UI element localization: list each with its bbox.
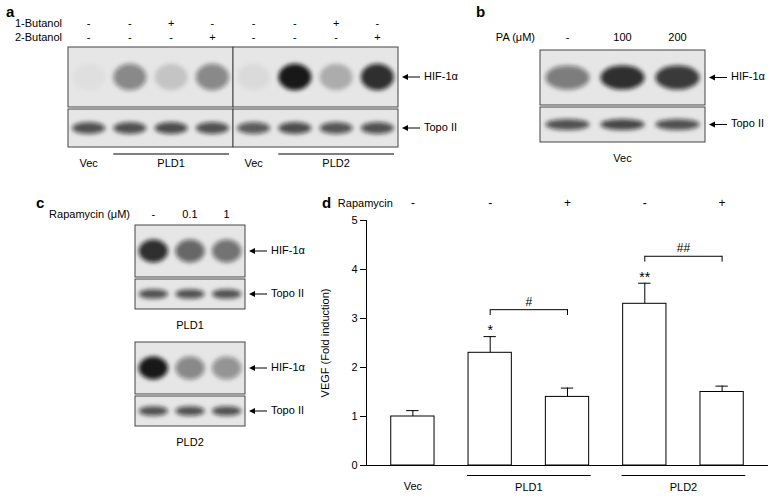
svg-text:HIF-1α: HIF-1α [271, 361, 306, 373]
svg-text:-: - [211, 17, 215, 29]
svg-text:1-Butanol: 1-Butanol [15, 17, 62, 29]
svg-text:a: a [6, 3, 15, 20]
svg-text:+: + [168, 17, 174, 29]
svg-text:+: + [333, 17, 339, 29]
svg-text:PA (μM): PA (μM) [496, 31, 535, 43]
svg-text:0: 0 [351, 459, 357, 471]
svg-text:HIF-1α: HIF-1α [271, 244, 306, 256]
svg-text:2-Butanol: 2-Butanol [15, 31, 62, 43]
svg-text:4: 4 [351, 263, 357, 275]
svg-text:Rapamycin (μM): Rapamycin (μM) [49, 208, 130, 220]
svg-text:Vec: Vec [404, 480, 423, 492]
svg-text:c: c [36, 194, 44, 211]
svg-text:Vec: Vec [79, 157, 98, 169]
svg-text:PLD1: PLD1 [157, 157, 185, 169]
svg-text:*: * [487, 322, 493, 338]
svg-text:-: - [293, 31, 297, 43]
svg-text:VEGF (Fold induction): VEGF (Fold induction) [319, 289, 331, 398]
svg-text:-: - [169, 31, 173, 43]
svg-text:-: - [566, 31, 570, 43]
svg-text:Rapamycin: Rapamycin [338, 197, 393, 209]
svg-text:##: ## [677, 241, 691, 255]
svg-text:HIF-1α: HIF-1α [731, 70, 766, 82]
svg-text:1: 1 [351, 410, 357, 422]
svg-text:-: - [334, 31, 338, 43]
svg-text:Topo II: Topo II [271, 404, 304, 416]
svg-text:-: - [128, 17, 132, 29]
svg-text:PLD2: PLD2 [322, 157, 350, 169]
svg-text:-: - [293, 17, 297, 29]
svg-text:**: ** [639, 269, 650, 285]
svg-text:PLD1: PLD1 [176, 319, 204, 331]
svg-text:+: + [374, 31, 380, 43]
svg-text:+: + [564, 196, 571, 210]
svg-text:Topo II: Topo II [424, 121, 457, 133]
svg-text:-: - [252, 31, 256, 43]
svg-text:0.1: 0.1 [182, 208, 197, 220]
svg-text:Topo II: Topo II [731, 117, 764, 129]
svg-text:100: 100 [613, 31, 631, 43]
svg-text:-: - [643, 196, 647, 210]
svg-text:+: + [209, 31, 215, 43]
svg-text:-: - [87, 17, 91, 29]
svg-text:b: b [476, 3, 485, 20]
svg-text:1: 1 [224, 208, 230, 220]
svg-text:d: d [322, 194, 331, 211]
svg-text:200: 200 [668, 31, 686, 43]
svg-text:#: # [526, 295, 533, 309]
svg-text:HIF-1α: HIF-1α [424, 70, 459, 82]
svg-text:-: - [411, 196, 415, 210]
svg-text:-: - [151, 208, 155, 220]
svg-text:3: 3 [351, 312, 357, 324]
svg-text:Vec: Vec [613, 152, 632, 164]
svg-text:-: - [128, 31, 132, 43]
svg-text:2: 2 [351, 361, 357, 373]
svg-text:5: 5 [351, 214, 357, 226]
svg-text:-: - [252, 17, 256, 29]
svg-text:PLD1: PLD1 [515, 481, 543, 493]
svg-text:-: - [376, 17, 380, 29]
svg-text:-: - [87, 31, 91, 43]
svg-text:PLD2: PLD2 [176, 436, 204, 448]
svg-text:+: + [719, 196, 726, 210]
svg-text:PLD2: PLD2 [670, 481, 698, 493]
svg-text:Vec: Vec [244, 157, 263, 169]
svg-text:-: - [488, 196, 492, 210]
svg-text:Topo II: Topo II [271, 287, 304, 299]
